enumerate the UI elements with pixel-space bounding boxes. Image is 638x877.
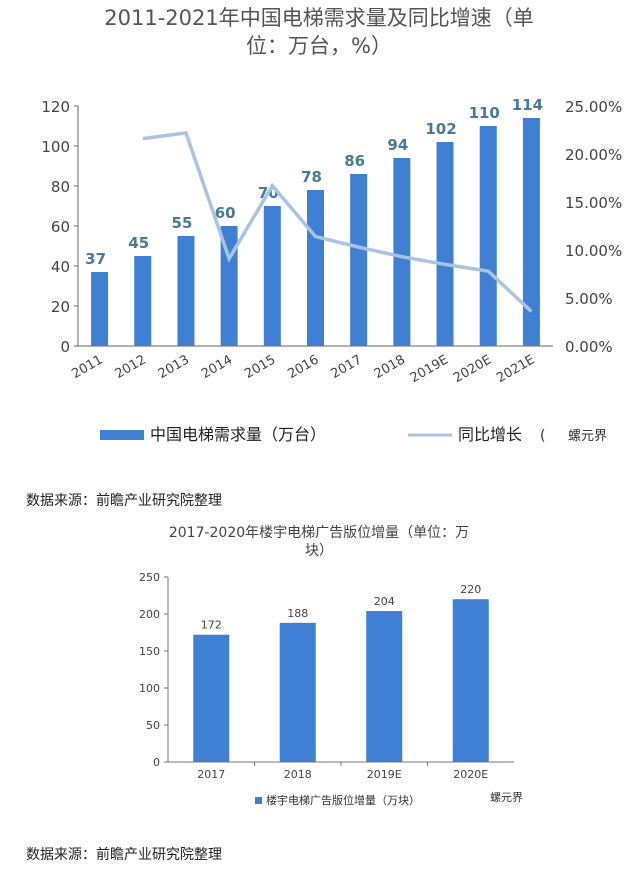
chart1-data-label: 78 bbox=[301, 168, 322, 186]
chart2-x-tick-label: 2017 bbox=[197, 768, 225, 781]
chart1-data-label: 37 bbox=[85, 250, 106, 268]
chart1-bar bbox=[393, 158, 411, 346]
chart1-y-tick-label: 80 bbox=[51, 178, 70, 196]
chart1-watermark-mark: ( bbox=[540, 428, 545, 444]
chart2-title-line2: 块） bbox=[305, 543, 333, 559]
chart1-title-line2: 位：万台，%） bbox=[246, 34, 392, 58]
chart2-bar bbox=[279, 622, 316, 762]
chart1-x-tick-label: 2020E bbox=[451, 352, 494, 386]
chart1-y-tick-label: 20 bbox=[51, 298, 70, 316]
chart2-y-tick-label: 200 bbox=[139, 608, 160, 621]
chart1-y2-tick-label: 0.00% bbox=[565, 338, 613, 356]
chart2-x-tick-label: 2019E bbox=[367, 768, 402, 781]
chart2-legend-swatch bbox=[255, 797, 262, 804]
chart1-y-tick-label: 60 bbox=[51, 218, 70, 236]
chart2-y-tick-label: 150 bbox=[139, 645, 160, 658]
chart1-x-tick-label: 2018 bbox=[372, 352, 408, 382]
chart1-y2-tick-label: 15.00% bbox=[565, 194, 622, 212]
chart1-x-tick-label: 2021E bbox=[494, 352, 537, 386]
chart1-data-label: 55 bbox=[172, 214, 193, 232]
chart1-growth-line bbox=[142, 130, 533, 313]
chart1-bar bbox=[307, 190, 324, 346]
chart2-title: 2017-2020年楼宇电梯广告版位增量（单位：万 块） bbox=[0, 524, 638, 560]
chart2-x-tick-label: 2020E bbox=[453, 768, 488, 781]
chart1-y-tick-label: 100 bbox=[41, 138, 70, 156]
chart1-y-tick-label: 0 bbox=[60, 338, 70, 356]
chart1-data-label: 45 bbox=[128, 234, 149, 252]
chart2-title-line1: 2017-2020年楼宇电梯广告版位增量（单位：万 bbox=[168, 525, 470, 541]
chart1-x-tick-label: 2017 bbox=[329, 352, 365, 382]
chart1-x-tick-label: 2011 bbox=[69, 352, 105, 382]
chart2-data-label: 188 bbox=[287, 607, 308, 620]
chart1-title: 2011-2021年中国电梯需求量及同比增速（单 位：万台，%） bbox=[0, 4, 638, 60]
chart2-data-label: 204 bbox=[374, 595, 395, 608]
chart1-bar bbox=[350, 174, 368, 346]
chart1-x-tick-label: 2015 bbox=[242, 352, 278, 382]
source-note-1: 数据来源：前瞻产业研究院整理 bbox=[26, 493, 222, 509]
chart1-y2-tick-label: 20.00% bbox=[565, 146, 622, 164]
chart1-data-label: 114 bbox=[512, 96, 543, 114]
chart1-bar bbox=[479, 126, 497, 346]
chart1-bar bbox=[91, 272, 109, 346]
chart1-data-label: 60 bbox=[215, 204, 236, 222]
chart2-data-label: 220 bbox=[460, 583, 481, 596]
chart1-x-tick-label: 2013 bbox=[156, 352, 192, 382]
chart1-bar bbox=[220, 226, 238, 346]
chart1-y2-tick-label: 10.00% bbox=[565, 242, 622, 260]
chart1-x-tick-label: 2016 bbox=[285, 352, 321, 382]
chart1-x-tick-label: 2019E bbox=[408, 352, 451, 386]
chart1-bar bbox=[134, 256, 152, 346]
chart2-bar bbox=[452, 599, 489, 762]
source-note-2: 数据来源：前瞻产业研究院整理 bbox=[26, 847, 222, 863]
chart1-data-label: 102 bbox=[425, 120, 456, 138]
chart2-watermark-text: 螺元界 bbox=[490, 791, 523, 804]
chart2-bar bbox=[366, 611, 403, 762]
chart1-data-label: 110 bbox=[469, 104, 500, 122]
chart1-legend-label-line: 同比增长 bbox=[458, 425, 522, 444]
chart2-y-tick-label: 50 bbox=[146, 719, 160, 732]
chart2-legend-label: 楼宇电梯广告版位增量（万块） bbox=[266, 793, 420, 807]
chart1-y2-tick-label: 5.00% bbox=[565, 290, 613, 308]
chart1-data-label: 94 bbox=[387, 136, 408, 154]
chart1-legend-label-bar: 中国电梯需求量（万台） bbox=[150, 425, 326, 444]
chart2-x-tick-label: 2018 bbox=[284, 768, 312, 781]
chart1-legend-swatch-bar bbox=[100, 430, 144, 440]
chart1-bar bbox=[177, 236, 195, 346]
chart1-bar bbox=[436, 142, 454, 346]
chart1-bar bbox=[263, 206, 281, 346]
chart2-y-tick-label: 100 bbox=[139, 682, 160, 695]
chart1-y-tick-label: 120 bbox=[41, 98, 70, 116]
chart1-y-tick-label: 40 bbox=[51, 258, 70, 276]
chart1-bar bbox=[522, 118, 540, 346]
chart1-plot: 0 20 40 60 80 100 120 0.00% 5.00% 10.00% 15.00% 20.… bbox=[41, 96, 622, 444]
chart2-y-tick-label: 0 bbox=[153, 756, 160, 769]
chart1-data-label: 86 bbox=[344, 152, 365, 170]
chart1-title-line1: 2011-2021年中国电梯需求量及同比增速（单 bbox=[104, 6, 534, 30]
chart1-watermark-text: 螺元界 bbox=[568, 429, 607, 444]
chart2-y-tick-label: 250 bbox=[139, 571, 160, 584]
chart2-data-label: 172 bbox=[201, 619, 222, 632]
chart2-bar bbox=[193, 634, 230, 762]
chart1-x-tick-label: 2014 bbox=[199, 352, 235, 382]
chart1-y2-tick-label: 25.00% bbox=[565, 98, 622, 116]
chart2-plot: 0 50 100 150 200 250 172 2017 188 2018 204 2019E 220… bbox=[139, 571, 523, 807]
chart1-x-tick-label: 2012 bbox=[113, 352, 149, 382]
